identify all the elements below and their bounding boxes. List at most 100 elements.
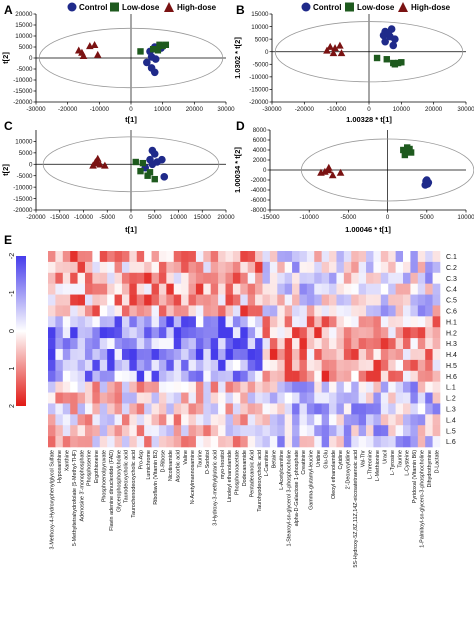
heatmap-cell [55,272,64,284]
heatmap-cell [173,370,182,382]
heatmap-cell [136,294,145,306]
column-label: 3-Hydroxy-3-methylglutaric acid [212,450,218,526]
heatmap-cell [70,425,78,437]
heatmap-cell [210,283,219,295]
heatmap-cell [403,327,411,339]
heatmap-cell [84,261,93,274]
heatmap-cell [321,381,330,393]
y-tick-label: 2000 [253,157,267,164]
heatmap-cell [62,316,71,328]
column-label: Oleoyl ethanolamide [331,450,337,499]
high-dose-point [89,161,97,169]
x-tick-label: -10000 [300,214,320,221]
heatmap-cell [299,338,308,350]
low-dose-point [391,61,399,68]
heatmap-cell [395,294,404,306]
legend-low-label: Low-dose [122,3,160,12]
heatmap-cell [284,349,293,361]
heatmap-cell [70,272,78,284]
heatmap-cell [158,251,167,263]
heatmap-cell [77,272,86,284]
heatmap-cell [136,327,145,339]
heatmap-cell [425,403,433,415]
heatmap-cell [388,305,396,317]
y-tick-label: 4000 [253,147,267,154]
heatmap-cell [225,370,234,382]
row-label: L.4 [446,417,456,424]
heatmap-cell [92,381,101,393]
heatmap-cell [284,381,293,393]
x-tick-label: 10000 [457,214,474,221]
heatmap-cell [210,251,219,263]
heatmap-cell [425,305,433,317]
heatmap-cell [173,272,182,284]
heatmap-cell [292,251,300,263]
heatmap-cell [351,414,359,426]
heatmap-cell [99,370,108,382]
heatmap-cell [240,338,248,350]
heatmap-cell [269,425,278,437]
heatmap-cell [195,436,204,448]
heatmap-cell [417,316,426,328]
heatmap-cell [373,327,382,339]
heatmap-cell [84,305,93,317]
heatmap-cell [62,403,71,415]
heatmap-cell [232,283,241,295]
heatmap-cell [151,251,160,263]
heatmap-cell [336,251,345,263]
heatmap-cell [48,283,56,295]
heatmap-cell [299,370,308,382]
heatmap-cell [351,403,359,415]
heatmap-cell [173,327,182,339]
row-label: L.3 [446,406,456,413]
heatmap-cell [84,436,93,448]
heatmap-cell [314,370,322,382]
heatmap-cell [269,294,278,306]
heatmap-cell [203,425,212,437]
heatmap-cell [255,283,263,295]
heatmap-cell [336,392,345,404]
heatmap-cell [343,261,352,274]
heatmap-cell [240,261,248,274]
heatmap-cell [203,414,212,426]
heatmap-cell [166,283,175,295]
column-label: 1-Palmitoyl-sn-glycero-3-phosphocholine [420,450,426,548]
heatmap-cell [321,251,330,263]
heatmap-cell [218,392,226,404]
heatmap-cell [158,261,167,274]
x-tick-label: 30000 [457,106,474,113]
heatmap-cell [336,381,345,393]
heatmap-cell [240,272,248,284]
heatmap-cell [373,381,382,393]
high-dose-point [326,42,334,50]
heatmap-cell [425,381,433,393]
heatmap-cell [410,414,419,426]
heatmap-cell [388,436,396,448]
heatmap-cell [232,381,241,393]
heatmap-cell [403,294,411,306]
x-tick-label: -5000 [340,214,356,221]
heatmap-cell [395,425,404,437]
heatmap-cell [306,251,315,263]
heatmap-cell [99,349,108,361]
heatmap-cell [173,251,182,263]
heatmap-cell [70,392,78,404]
heatmap-cell [136,251,145,263]
heatmap-cell [203,349,212,361]
heatmap-cell [262,327,271,339]
heatmap-cell [129,359,138,372]
heatmap-cell [343,338,352,350]
x-tick-label: 0 [129,214,133,221]
heatmap-cell [181,305,189,317]
heatmap-cell [218,261,226,274]
heatmap-cell [292,370,300,382]
confidence-ellipse [42,136,220,193]
heatmap-cell [306,414,315,426]
heatmap-cell [62,359,71,372]
column-label: N-Acetylmannosamine [190,450,196,504]
colorbar-tick-label: 2 [9,404,16,408]
heatmap-cell [329,381,337,393]
heatmap-cell [225,381,234,393]
heatmap-cell [292,392,300,404]
heatmap-cell [410,425,419,437]
